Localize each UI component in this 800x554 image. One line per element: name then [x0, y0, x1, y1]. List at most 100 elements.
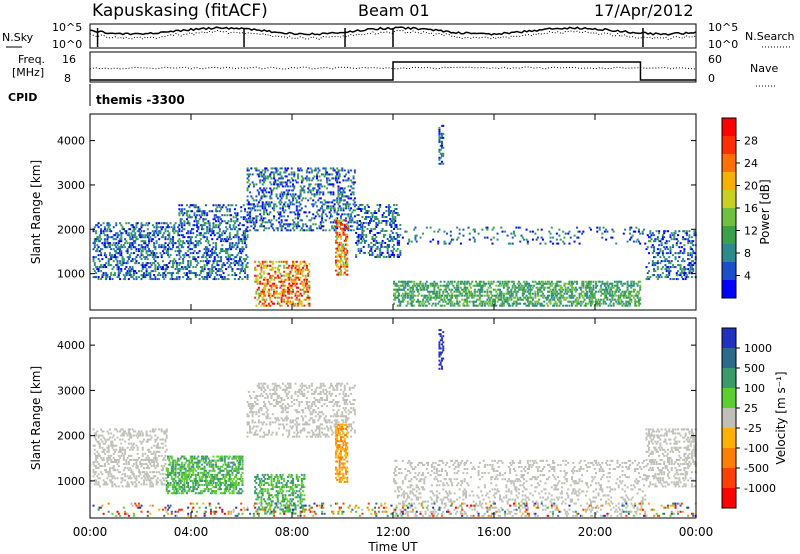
heatmap-cell — [144, 248, 147, 251]
heatmap-cell — [275, 284, 278, 287]
heatmap-cell — [552, 288, 555, 291]
heatmap-cell — [524, 302, 527, 305]
heatmap-cell — [451, 292, 454, 295]
heatmap-cell — [284, 169, 287, 172]
heatmap-cell — [374, 212, 377, 214]
heatmap-cell — [324, 201, 327, 204]
heatmap-cell — [153, 242, 156, 245]
heatmap-cell — [264, 227, 267, 230]
heatmap-cell — [357, 239, 360, 242]
heatmap-cell — [629, 290, 632, 293]
heatmap-cell — [509, 290, 512, 293]
heatmap-cell — [144, 258, 147, 261]
heatmap-cell — [230, 262, 233, 265]
heatmap-cell — [189, 270, 192, 273]
heatmap-cell — [307, 268, 310, 271]
heatmap-cell — [352, 209, 355, 212]
heatmap-cell — [155, 222, 158, 225]
heatmap-cell — [262, 286, 265, 289]
heatmap-cell — [501, 304, 504, 307]
heatmap-cell — [395, 249, 398, 252]
heatmap-cell — [194, 218, 197, 221]
heatmap-cell — [294, 193, 297, 196]
heatmap-cell — [115, 444, 118, 447]
heatmap-cell — [396, 296, 399, 299]
heatmap-cell — [343, 223, 346, 226]
heatmap-cell — [226, 262, 229, 265]
power-colorbar-tick-label: 28 — [744, 135, 758, 148]
heatmap-cell — [458, 304, 461, 307]
heatmap-cell — [196, 226, 199, 229]
heatmap-cell — [288, 173, 291, 176]
heatmap-cell — [602, 288, 605, 291]
heatmap-cell — [269, 274, 272, 277]
heatmap-cell — [299, 262, 302, 265]
heatmap-cell — [684, 278, 687, 281]
heatmap-cell — [213, 256, 216, 259]
heatmap-cell — [105, 262, 108, 265]
heatmap-cell — [589, 302, 592, 305]
heatmap-cell — [240, 210, 243, 213]
heatmap-cell — [233, 208, 236, 211]
heatmap-cell — [435, 282, 438, 285]
heatmap-cell — [660, 238, 663, 241]
heatmap-cell — [117, 240, 120, 243]
heatmap-cell — [568, 288, 571, 291]
heatmap-cell — [226, 258, 229, 261]
heatmap-cell — [448, 300, 451, 303]
heatmap-cell — [297, 217, 300, 220]
heatmap-cell — [486, 288, 489, 291]
heatmap-cell — [331, 177, 334, 180]
heatmap-cell — [120, 250, 123, 253]
heatmap-cell — [313, 195, 316, 198]
heatmap-cell — [539, 302, 542, 305]
heatmap-cell — [502, 284, 505, 287]
heatmap-cell — [446, 290, 449, 293]
heatmap-cell — [119, 430, 122, 433]
heatmap-cell — [110, 454, 113, 457]
heatmap-cell — [220, 218, 223, 221]
heatmap-cell — [616, 298, 619, 301]
heatmap-cell — [292, 290, 294, 293]
heatmap-cell — [115, 222, 118, 225]
heatmap-cell — [225, 226, 228, 229]
heatmap-cell — [294, 266, 297, 269]
heatmap-cell — [394, 237, 397, 240]
heatmap-cell — [96, 250, 99, 253]
heatmap-cell — [236, 220, 239, 223]
heatmap-cell — [466, 304, 469, 307]
heatmap-cell — [375, 217, 378, 220]
heatmap-cell — [259, 209, 262, 212]
heatmap-cell — [363, 212, 366, 214]
heatmap-cell — [280, 304, 283, 307]
heatmap-cell — [93, 448, 96, 451]
heatmap-cell — [121, 228, 124, 231]
heatmap-cell — [221, 214, 224, 217]
heatmap-cell — [216, 254, 219, 257]
heatmap-cell — [632, 288, 635, 291]
heatmap-cell — [339, 273, 342, 276]
heatmap-cell — [345, 269, 348, 272]
heatmap-cell — [120, 434, 123, 437]
heatmap-cell — [434, 298, 437, 301]
heatmap-cell — [343, 253, 346, 256]
heatmap-cell — [394, 215, 397, 218]
heatmap-cell — [206, 252, 209, 255]
heatmap-cell — [461, 294, 464, 297]
heatmap-cell — [95, 276, 98, 279]
heatmap-cell — [582, 230, 585, 233]
power-colorbar-tick-label: 20 — [744, 180, 758, 193]
heatmap-cell — [651, 232, 654, 235]
heatmap-cell — [261, 288, 264, 291]
heatmap-cell — [334, 229, 337, 232]
heatmap-cell — [261, 302, 264, 305]
heatmap-cell — [117, 266, 120, 269]
heatmap-cell — [438, 162, 441, 165]
heatmap-cell — [270, 183, 273, 186]
heatmap-cell — [281, 209, 284, 212]
heatmap-cell — [506, 300, 509, 303]
heatmap-cell — [273, 294, 276, 297]
heatmap-cell — [548, 280, 551, 283]
heatmap-cell — [108, 246, 111, 249]
heatmap-cell — [213, 252, 216, 255]
